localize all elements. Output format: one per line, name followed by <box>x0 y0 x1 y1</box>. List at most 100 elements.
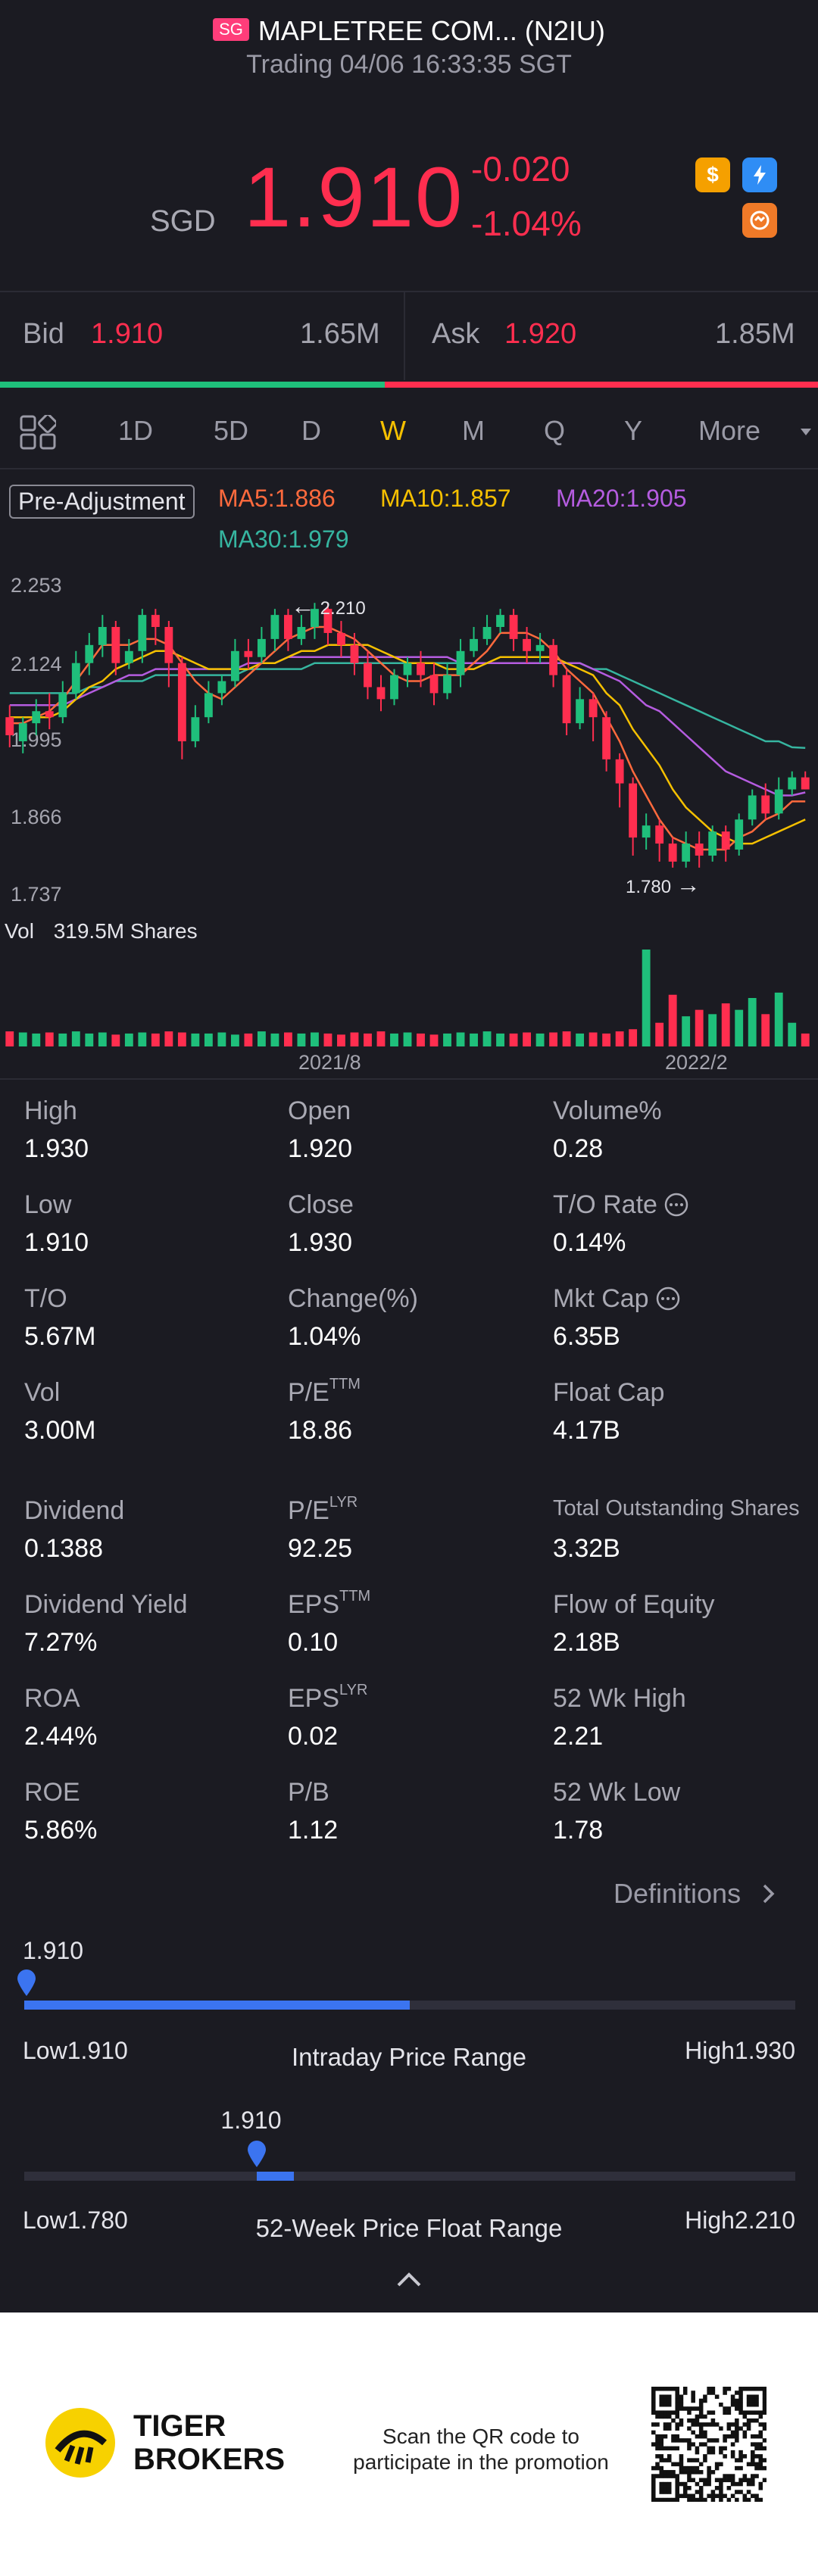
candle-body <box>71 663 80 694</box>
candle <box>257 627 266 663</box>
week52-marker-icon <box>245 2140 268 2172</box>
candle-body <box>668 844 677 862</box>
stat-label-text: Low <box>24 1190 72 1219</box>
stat-label-superscript: TTM <box>329 1375 361 1392</box>
candle-body <box>735 819 744 850</box>
candle-body <box>376 687 386 700</box>
candle-body <box>788 777 797 790</box>
lightning-icon[interactable] <box>742 157 777 192</box>
stat-label: Total Outstanding Shares <box>553 1496 800 1521</box>
definitions-label: Definitions <box>614 1878 742 1909</box>
chevron-right-icon <box>763 1884 775 1904</box>
stat-label-superscript: TTM <box>339 1587 371 1605</box>
candle-body <box>615 759 624 784</box>
ma30-label: MA30:1.979 <box>218 525 349 553</box>
stat-value: 92.25 <box>288 1534 353 1563</box>
candle <box>204 681 213 724</box>
volume-bar <box>509 1033 518 1046</box>
candle-body <box>18 723 27 741</box>
stat-label: P/B <box>288 1778 329 1807</box>
candle <box>376 675 386 712</box>
candlestick-chart[interactable] <box>0 560 818 916</box>
exchange-icon[interactable] <box>742 203 777 238</box>
tab-1d[interactable]: 1D <box>118 415 154 446</box>
week52-range-fill <box>257 2172 295 2181</box>
candle-body <box>58 693 67 718</box>
stat-label: Close <box>288 1190 354 1220</box>
volume-bar <box>470 1033 478 1046</box>
candle <box>496 609 504 633</box>
tab-w[interactable]: W <box>380 415 406 446</box>
volume-bar <box>549 1032 558 1046</box>
candle-body <box>562 675 571 724</box>
info-icon[interactable] <box>663 1192 689 1218</box>
promo-banner[interactable]: TIGER BROKERS Scan the QR code to partic… <box>0 2312 818 2576</box>
tiger-logo-icon <box>44 2406 117 2483</box>
tab-q[interactable]: Q <box>544 415 566 446</box>
candle-body <box>323 609 333 633</box>
tab-d[interactable]: D <box>301 415 321 446</box>
stat-label-text: ROA <box>24 1684 80 1713</box>
stat-label-text: Mkt Cap <box>553 1284 649 1313</box>
candle-body <box>390 675 398 700</box>
stat-label: Flow of Equity <box>553 1590 715 1620</box>
grid-icon[interactable] <box>20 413 58 454</box>
candle <box>576 687 585 730</box>
promo-cta-line2: participate in the promotion <box>353 2450 609 2474</box>
candle <box>5 705 14 747</box>
qr-code-icon[interactable] <box>651 2387 766 2502</box>
volume-bar <box>535 1033 545 1046</box>
candle <box>45 693 54 730</box>
tab-m[interactable]: M <box>462 415 485 446</box>
stat-value: 1.930 <box>288 1228 353 1257</box>
ma10-label: MA10:1.857 <box>380 485 511 512</box>
volume-bar <box>589 1032 598 1046</box>
candle <box>801 771 810 790</box>
dividend-icon[interactable]: $ <box>695 157 730 192</box>
candle-body <box>496 615 504 628</box>
caret-down-icon[interactable] <box>798 424 813 443</box>
tab-more[interactable]: More <box>698 415 761 446</box>
stat-label-text: 52 Wk High <box>553 1684 686 1713</box>
volume-bar <box>456 1032 465 1046</box>
candle-body <box>761 795 770 814</box>
intraday-current: 1.910 <box>23 1937 84 1964</box>
stat-label-text: ROE <box>24 1778 80 1807</box>
candle <box>642 813 651 850</box>
candle-body <box>708 831 717 856</box>
y-tick: 2.253 <box>11 574 62 597</box>
candle <box>151 609 160 645</box>
period-low-marker: 1.780 → <box>626 871 701 899</box>
candle-body <box>403 663 412 675</box>
intraday-title: Intraday Price Range <box>291 2043 526 2071</box>
volume-bar <box>668 994 677 1046</box>
stat-label: Float Cap <box>553 1378 664 1408</box>
candle <box>682 831 691 868</box>
stat-value: 7.27% <box>24 1628 98 1657</box>
candle <box>138 609 147 663</box>
arrow-right-icon: → <box>676 871 701 898</box>
info-icon[interactable] <box>655 1286 681 1311</box>
candle <box>443 663 451 700</box>
candle <box>177 656 186 759</box>
candle <box>85 632 94 675</box>
stat-label: Change(%) <box>288 1284 418 1314</box>
brand-line1: TIGER <box>133 2409 226 2443</box>
stat-value: 0.02 <box>288 1722 339 1751</box>
pre-adjustment-button[interactable]: Pre-Adjustment <box>9 485 195 519</box>
candle-body <box>111 627 120 663</box>
stat-label-text: Total Outstanding Shares <box>553 1496 800 1520</box>
candle <box>629 777 638 856</box>
tab-y[interactable]: Y <box>624 415 643 446</box>
candle-body <box>164 627 173 663</box>
stat-label-superscript: LYR <box>329 1493 358 1511</box>
definitions-link[interactable]: Definitions <box>614 1878 779 1910</box>
tab-5d[interactable]: 5D <box>214 415 249 446</box>
candle-body <box>456 650 465 675</box>
volume-chart[interactable] <box>0 947 818 1049</box>
candle-body <box>655 825 664 844</box>
chevron-up-icon[interactable] <box>394 2269 424 2295</box>
x-tick: 2021/8 <box>298 1051 361 1074</box>
stat-label-text: P/B <box>288 1778 329 1807</box>
candle-body <box>682 844 691 862</box>
